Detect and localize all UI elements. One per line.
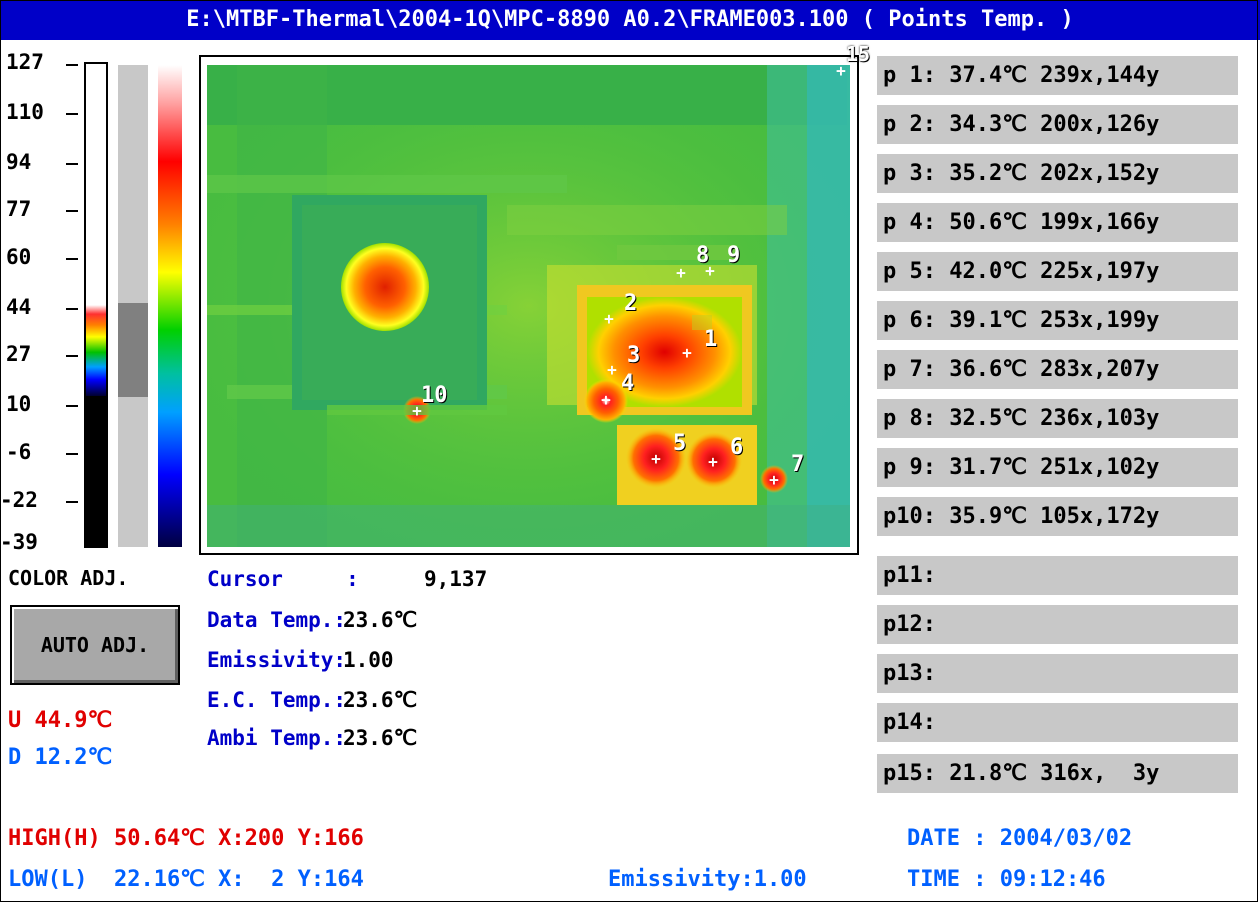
upper-limit-temp: U 44.9℃ xyxy=(8,708,113,733)
point-label-15: 15 xyxy=(846,42,871,66)
point-marker-8: + xyxy=(676,263,686,282)
scale-label: 77 xyxy=(6,197,32,221)
scale-label: 44 xyxy=(6,295,32,319)
lower-limit-temp: D 12.2℃ xyxy=(8,745,113,770)
cursor-value: 9,137 xyxy=(424,567,488,591)
scale-tick xyxy=(66,64,78,66)
scale-label: 127 xyxy=(6,50,44,74)
point-label-8: 8 xyxy=(696,243,710,268)
point-row[interactable]: p 3: 35.2℃ 202x,152y xyxy=(877,154,1238,193)
emissivity-label: Emissivity: xyxy=(207,648,347,672)
thermal-map xyxy=(207,65,850,547)
ec-temp-label: E.C. Temp.: xyxy=(207,688,347,712)
point-marker-15: + xyxy=(836,65,846,80)
scale-label: -6 xyxy=(6,440,32,464)
point-label-9: 9 xyxy=(727,243,741,268)
time-status: TIME : 09:12:46 xyxy=(907,867,1106,892)
ambi-temp-label: Ambi Temp.: xyxy=(207,726,347,750)
scale-label: 110 xyxy=(6,100,44,124)
color-adj-label: COLOR ADJ. xyxy=(8,566,129,590)
active-color-range-bar[interactable] xyxy=(84,62,108,548)
range-slider-handle[interactable] xyxy=(118,303,148,397)
cursor-label: Cursor : xyxy=(207,567,359,591)
below-range-band xyxy=(86,396,106,546)
scale-label: 60 xyxy=(6,245,32,269)
active-color-band xyxy=(86,305,106,396)
scale-tick xyxy=(66,258,78,260)
point-label-2: 2 xyxy=(624,291,638,316)
point-row[interactable]: p 8: 32.5℃ 236x,103y xyxy=(877,399,1238,438)
point-row[interactable]: p 9: 31.7℃ 251x,102y xyxy=(877,448,1238,487)
point-marker-6: + xyxy=(708,452,718,471)
date-status: DATE : 2004/03/02 xyxy=(907,826,1133,851)
ambi-temp-value: 23.6℃ xyxy=(343,726,418,750)
point-label-4: 4 xyxy=(621,371,635,396)
color-palette-bar xyxy=(158,65,182,547)
thermal-image[interactable]: + 1 + 2 + 3 + 4 + 5 + 6 + 7 + 8 + 9 + 10… xyxy=(207,65,850,547)
point-row[interactable]: p 7: 36.6℃ 283x,207y xyxy=(877,350,1238,389)
scale-tick xyxy=(66,453,78,455)
scale-label: 27 xyxy=(6,342,32,366)
point-row[interactable]: p10: 35.9℃ 105x,172y xyxy=(877,497,1238,536)
window-title: E:\MTBF-Thermal\2004-1Q\MPC-8890 A0.2\FR… xyxy=(0,0,1260,40)
data-temp-label: Data Temp.: xyxy=(207,608,347,632)
range-slider-track[interactable] xyxy=(118,65,148,547)
point-marker-1: + xyxy=(682,343,692,362)
point-row[interactable]: p 1: 37.4℃ 239x,144y xyxy=(877,56,1238,95)
point-row[interactable]: p12: xyxy=(877,605,1238,644)
high-temp-status: HIGH(H) 50.64℃ X:200 Y:166 xyxy=(8,826,364,851)
point-row[interactable]: p 5: 42.0℃ 225x,197y xyxy=(877,252,1238,291)
point-row[interactable]: p 6: 39.1℃ 253x,199y xyxy=(877,301,1238,340)
point-marker-2: + xyxy=(604,309,614,328)
point-row[interactable]: p15: 21.8℃ 316x, 3y xyxy=(877,754,1238,793)
scale-tick xyxy=(66,355,78,357)
ec-temp-value: 23.6℃ xyxy=(343,688,418,712)
point-marker-10: + xyxy=(412,401,422,420)
data-temp-value: 23.6℃ xyxy=(343,608,418,632)
scale-tick xyxy=(66,210,78,212)
scale-tick xyxy=(66,308,78,310)
point-marker-7: + xyxy=(769,470,779,489)
emissivity-status: Emissivity:1.00 xyxy=(608,867,807,892)
point-row[interactable]: p13: xyxy=(877,654,1238,693)
point-row[interactable]: p14: xyxy=(877,703,1238,742)
point-label-7: 7 xyxy=(791,452,805,477)
point-row[interactable]: p 2: 34.3℃ 200x,126y xyxy=(877,105,1238,144)
point-row[interactable]: p11: xyxy=(877,556,1238,595)
point-row[interactable]: p 4: 50.6℃ 199x,166y xyxy=(877,203,1238,242)
emissivity-value: 1.00 xyxy=(343,648,394,672)
scale-label: -22 xyxy=(0,488,38,512)
point-marker-3: + xyxy=(607,360,617,379)
scale-tick xyxy=(66,405,78,407)
point-label-5: 5 xyxy=(673,431,687,456)
scale-label: 94 xyxy=(6,150,32,174)
scale-label: 10 xyxy=(6,392,32,416)
scale-tick xyxy=(66,501,78,503)
point-marker-9: + xyxy=(705,261,715,280)
point-marker-4: + xyxy=(601,390,611,409)
scale-tick xyxy=(66,163,78,165)
point-marker-5: + xyxy=(651,449,661,468)
point-label-6: 6 xyxy=(730,435,744,460)
point-label-1: 1 xyxy=(704,327,718,352)
scale-label: -39 xyxy=(0,530,38,554)
low-temp-status: LOW(L) 22.16℃ X: 2 Y:164 xyxy=(8,867,364,892)
auto-adj-button[interactable]: AUTO ADJ. xyxy=(10,605,180,685)
scale-tick xyxy=(66,113,78,115)
point-label-3: 3 xyxy=(627,343,641,368)
point-label-10: 10 xyxy=(421,383,448,408)
